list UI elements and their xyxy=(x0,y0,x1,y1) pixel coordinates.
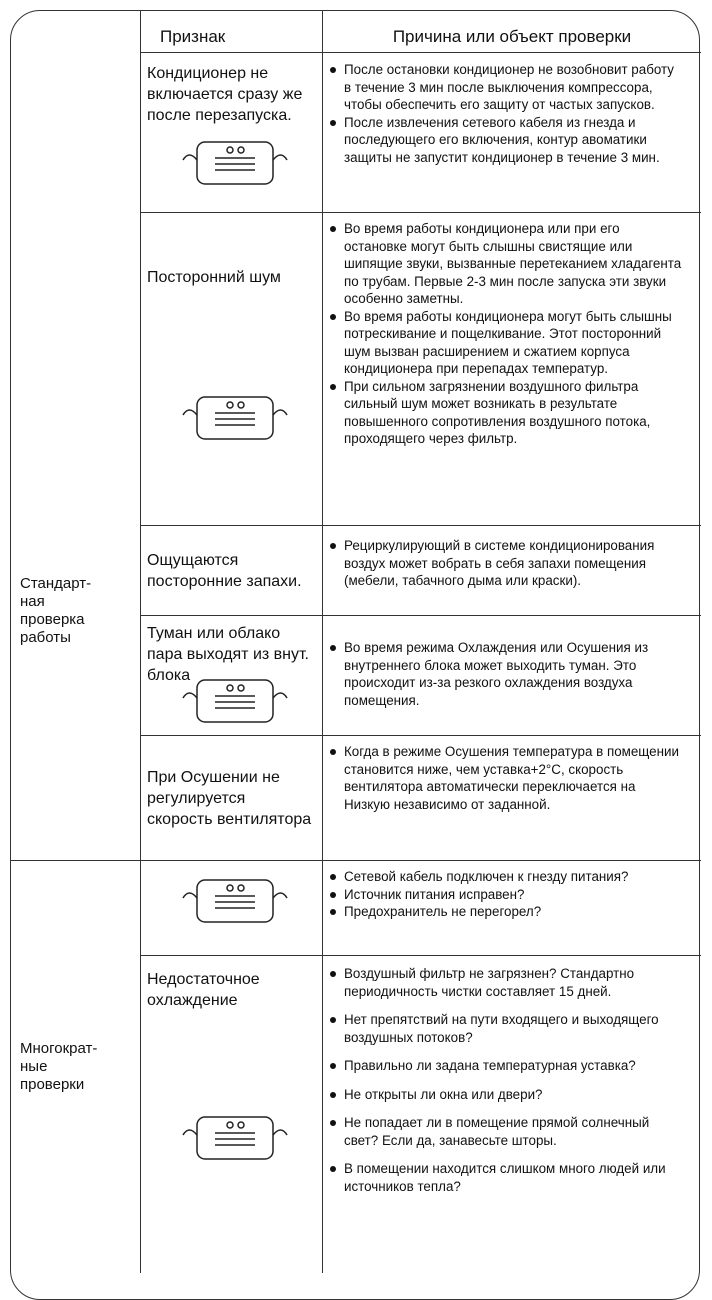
cause-item: В помещении находится слишком много люде… xyxy=(330,1160,682,1195)
symptom: При Осушении не регулируется скорость вент… xyxy=(147,767,319,830)
label-line: работы xyxy=(20,629,71,646)
cause-item: Не попадает ли в помещение прямой солнеч… xyxy=(330,1114,682,1149)
symptom-line: после перезапуска. xyxy=(147,107,292,124)
label-line: ные xyxy=(20,1058,48,1075)
cause-item: Не открыты ли окна или двери? xyxy=(330,1086,682,1104)
symptom: Ощущаются посторонние запахи. xyxy=(147,550,319,592)
causes: Когда в режиме Осушения температура в по… xyxy=(330,743,682,813)
illustration xyxy=(182,679,288,723)
rule xyxy=(140,525,701,526)
cause-item: При сильном загрязнении воздушного фильт… xyxy=(330,378,682,448)
causes: Во время работы кондиционера или при его… xyxy=(330,220,682,448)
cause-item: Правильно ли задана температурная уставк… xyxy=(330,1057,682,1075)
cause-item: Воздушный фильтр не загрязнен? Стандартн… xyxy=(330,965,682,1000)
rule xyxy=(140,212,701,213)
label-line: проверка xyxy=(20,611,85,628)
symptom-line: Ощущаются xyxy=(147,552,239,569)
symptom-line: Кондиционер не xyxy=(147,65,269,82)
rule xyxy=(140,735,701,736)
symptom-line: пара выходят из внут. xyxy=(147,646,309,663)
label-line: ная xyxy=(20,593,45,610)
cause-item: Нет препятствий на пути входящего и выхо… xyxy=(330,1011,682,1046)
symptom-line: скорость вентилятора xyxy=(147,811,312,828)
causes: Воздушный фильтр не загрязнен? Стандартн… xyxy=(330,965,682,1206)
symptom-line: охлаждение xyxy=(147,992,238,1009)
rule xyxy=(140,11,141,1273)
cause-item: Рециркулирующий в системе кондиционирова… xyxy=(330,537,682,590)
symptom-line: посторонние запахи. xyxy=(147,573,302,590)
causes: После остановки кондиционер не возобнови… xyxy=(330,61,682,166)
cause-item: Когда в режиме Осушения температура в по… xyxy=(330,743,682,813)
cause-item: Сетевой кабель подключен к гнезду питани… xyxy=(330,868,682,886)
symptom-line: регулируется xyxy=(147,790,246,807)
label-line: проверки xyxy=(20,1076,85,1093)
header-cause: Причина или объект проверки xyxy=(392,27,632,46)
symptom: Недостаточное охлаждение xyxy=(147,969,319,1011)
cause-item: Во время режима Охлаждения или Осушения … xyxy=(330,639,682,709)
causes: Во время режима Охлаждения или Осушения … xyxy=(330,639,682,709)
symptom: Посторонний шум xyxy=(147,267,319,288)
symptom-line: При Осушении не xyxy=(147,769,280,786)
group-label: Стандарт-ная проверка работы xyxy=(20,575,91,647)
cause-item: Источник питания исправен? xyxy=(330,886,682,904)
illustration xyxy=(182,141,288,185)
illustration xyxy=(182,396,288,440)
symptom: Туман или облако пара выходят из внут. бло… xyxy=(147,623,319,686)
symptom-line: включается сразу же xyxy=(147,86,303,103)
cause-item: Во время работы кондиционера могут быть … xyxy=(330,308,682,378)
rule xyxy=(140,955,701,956)
illustration xyxy=(182,879,288,923)
illustration xyxy=(182,1116,288,1160)
causes: Рециркулирующий в системе кондиционирова… xyxy=(330,537,682,590)
cause-item: После остановки кондиционер не возобнови… xyxy=(330,61,682,114)
symptom-line: Туман или облако xyxy=(147,625,281,642)
rule xyxy=(140,615,701,616)
label-line: Многократ- xyxy=(20,1040,98,1057)
symptom-line: Посторонний шум xyxy=(147,269,281,286)
group-label: Многократ-ные проверки xyxy=(20,1040,97,1094)
cause-item: Предохранитель не перегорел? xyxy=(330,903,682,921)
rule xyxy=(10,860,701,861)
symptom: Кондиционер не включается сразу же после п… xyxy=(147,63,319,126)
cause-item: Во время работы кондиционера или при его… xyxy=(330,220,682,308)
rule xyxy=(140,52,701,53)
causes: Сетевой кабель подключен к гнезду питани… xyxy=(330,868,682,921)
rule xyxy=(322,11,323,1273)
label-line: Стандарт- xyxy=(20,575,92,592)
symptom-line: блока xyxy=(147,667,191,684)
symptom-line: Недостаточное xyxy=(147,971,260,988)
header-symptom: Признак xyxy=(160,27,226,46)
cause-item: После извлечения сетевого кабеля из гнез… xyxy=(330,114,682,167)
